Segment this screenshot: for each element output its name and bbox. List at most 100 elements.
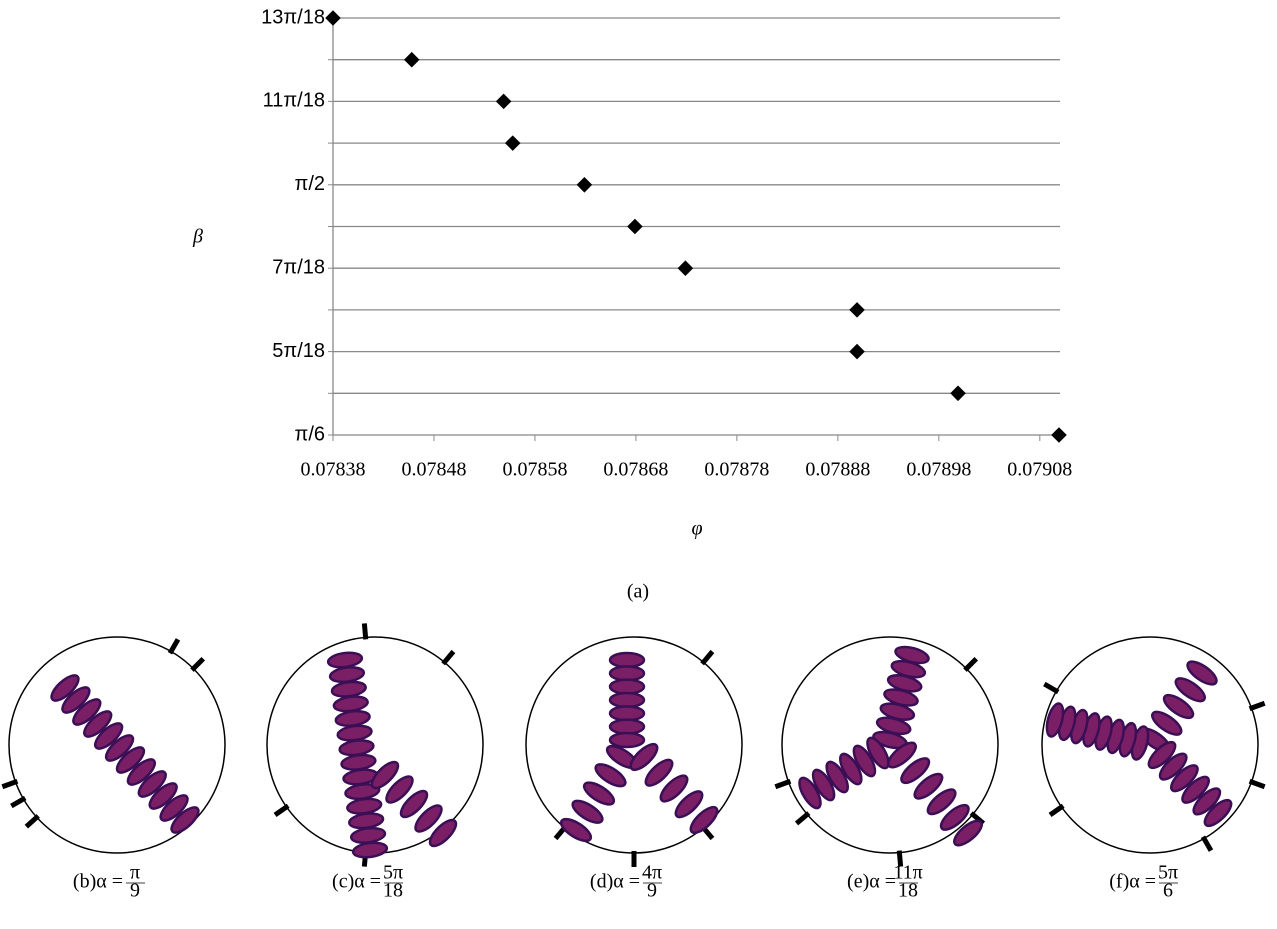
boundary-mark [896, 850, 904, 867]
data-point [677, 260, 694, 276]
y-tick-label: 11π/18 [263, 90, 325, 112]
blob [608, 718, 646, 735]
blob [608, 651, 646, 669]
blob [559, 817, 593, 843]
blob [1045, 702, 1065, 738]
fraction-den: 18 [898, 880, 918, 902]
data-point [576, 177, 593, 193]
blob [93, 722, 124, 750]
blob [900, 757, 931, 785]
blob [399, 789, 429, 819]
blob [825, 760, 849, 794]
data-point [403, 51, 420, 68]
x-tick-label: 0.07848 [401, 459, 466, 481]
panel-caption: (f)α = [1109, 871, 1156, 893]
blob [1158, 752, 1188, 781]
blob [608, 731, 646, 749]
boundary-mark [794, 811, 811, 826]
panel-caption: (c)α = [332, 871, 381, 893]
blob [608, 691, 646, 709]
boundary-mark [1200, 835, 1214, 852]
fraction-num: 5π [1158, 862, 1178, 884]
boundary-mark [700, 649, 715, 666]
blob [1181, 775, 1211, 804]
fraction-num: 4π [642, 862, 662, 884]
y-tick-label: 7π/18 [272, 256, 325, 278]
blob [582, 781, 616, 806]
blob [336, 724, 373, 742]
blob [866, 736, 890, 770]
blob [370, 760, 400, 790]
blob [689, 805, 719, 835]
fraction-num: 5π [383, 862, 403, 884]
blob [839, 752, 863, 786]
blob [340, 753, 377, 771]
boundary-mark [1048, 803, 1065, 818]
domain-circle [8, 636, 226, 854]
fraction-den: 9 [130, 880, 140, 902]
data-point [849, 343, 865, 360]
y-tick-label: π/2 [295, 173, 325, 195]
blob [83, 710, 113, 738]
blob [674, 790, 704, 819]
fraction-den: 9 [647, 880, 657, 902]
boundary-mark [963, 656, 979, 672]
panel: (f)α = 5π6 [1041, 636, 1266, 902]
blob [887, 741, 917, 769]
panel: (d)α = 4π9 [525, 636, 743, 902]
blob [332, 695, 369, 713]
boundary-mark [167, 638, 181, 655]
blob [104, 734, 135, 762]
data-point [504, 135, 521, 151]
blob [61, 686, 91, 714]
blob [50, 674, 80, 702]
blob [926, 788, 957, 816]
blob [594, 763, 627, 788]
panel: (b)α = π9 [1, 636, 226, 902]
y-axis-label: β [192, 226, 203, 248]
fraction-num: π [130, 862, 140, 884]
y-tick-label: 13π/18 [261, 6, 325, 28]
blob [1186, 660, 1218, 686]
x-tick-label: 0.07838 [301, 459, 366, 481]
domain-circle [1041, 636, 1259, 854]
x-tick-label: 0.07888 [805, 459, 870, 481]
data-point [1051, 427, 1067, 443]
blob [328, 666, 366, 684]
blob [1192, 787, 1222, 816]
blob [159, 794, 189, 822]
data-point [627, 218, 643, 235]
blob [1174, 677, 1206, 703]
boundary-mark [273, 803, 290, 818]
blob [326, 651, 364, 669]
panel-caption: (b)α = [73, 871, 123, 893]
blob [414, 804, 443, 833]
fraction-den: 6 [1163, 880, 1173, 902]
blob [1151, 710, 1183, 736]
boundary-mark [774, 778, 792, 790]
blob [385, 775, 414, 804]
blob [1147, 740, 1177, 770]
blob [571, 799, 604, 824]
data-point [849, 302, 865, 318]
blob [170, 806, 200, 834]
y-tick-label: 5π/18 [272, 340, 325, 362]
boundary-mark [441, 649, 456, 666]
blob [852, 744, 877, 778]
blob [428, 818, 458, 848]
blob [334, 709, 371, 727]
panel-caption: (d)α = [590, 871, 640, 893]
blob [608, 665, 646, 682]
x-tick-label: 0.07878 [704, 459, 769, 481]
panel-caption: (e)α = [847, 871, 896, 893]
blob [137, 770, 167, 798]
blob [608, 678, 646, 695]
blob [349, 826, 387, 844]
boundary-mark [361, 623, 369, 640]
caption: (a) [627, 581, 649, 603]
blob [913, 772, 944, 800]
fraction-num: 11π [893, 862, 922, 884]
